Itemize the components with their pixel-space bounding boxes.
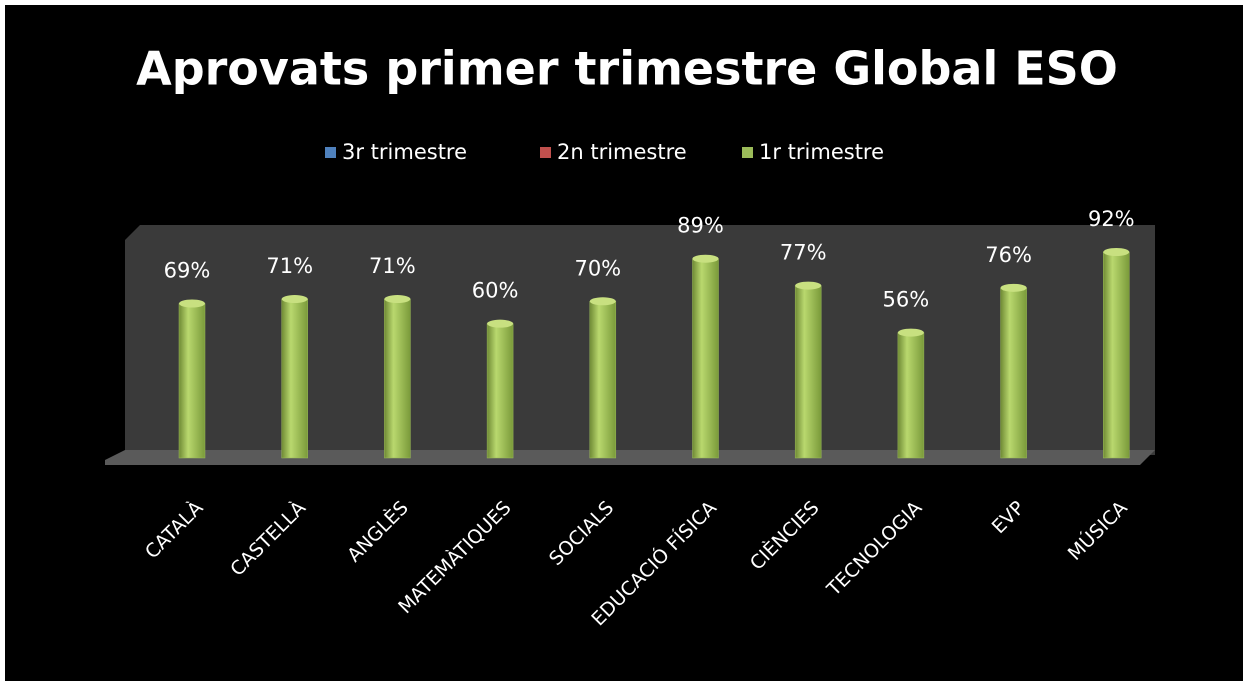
bar-top <box>179 299 205 308</box>
bar <box>794 285 822 459</box>
back-wall <box>125 225 1155 455</box>
value-label: 92% <box>1088 207 1135 231</box>
legend-label: 2n trimestre <box>557 140 687 164</box>
bar-top <box>1000 283 1027 292</box>
value-label: 69% <box>164 259 211 283</box>
bar-top <box>281 295 308 304</box>
bar <box>1000 287 1027 459</box>
bar <box>1103 251 1130 459</box>
value-label: 70% <box>574 256 621 280</box>
legend-swatch <box>742 147 753 158</box>
bar <box>486 323 514 459</box>
bar-top <box>1103 248 1130 256</box>
bar-top <box>795 281 822 290</box>
legend-swatch <box>540 147 551 158</box>
legend-label: 1r trimestre <box>759 140 884 164</box>
bar-top <box>897 328 924 337</box>
bar <box>384 298 411 459</box>
bar <box>589 301 617 459</box>
value-label: 76% <box>985 243 1032 267</box>
bar-top <box>487 319 514 328</box>
bar <box>897 332 925 459</box>
bar <box>692 258 719 459</box>
legend-label: 3r trimestre <box>342 140 467 164</box>
value-label: 77% <box>780 241 827 265</box>
bar-top <box>692 254 719 263</box>
bar <box>178 303 206 459</box>
value-label: 89% <box>677 214 724 238</box>
value-label: 71% <box>369 254 416 278</box>
value-label: 71% <box>266 254 313 278</box>
floor <box>105 450 1155 465</box>
bar <box>281 298 308 459</box>
value-label: 56% <box>883 288 930 312</box>
bar-top <box>384 295 411 304</box>
chart-title: Aprovats primer trimestre Global ESO <box>136 42 1118 96</box>
bar-top <box>589 297 616 306</box>
legend-swatch <box>325 147 336 158</box>
value-label: 60% <box>472 279 519 303</box>
